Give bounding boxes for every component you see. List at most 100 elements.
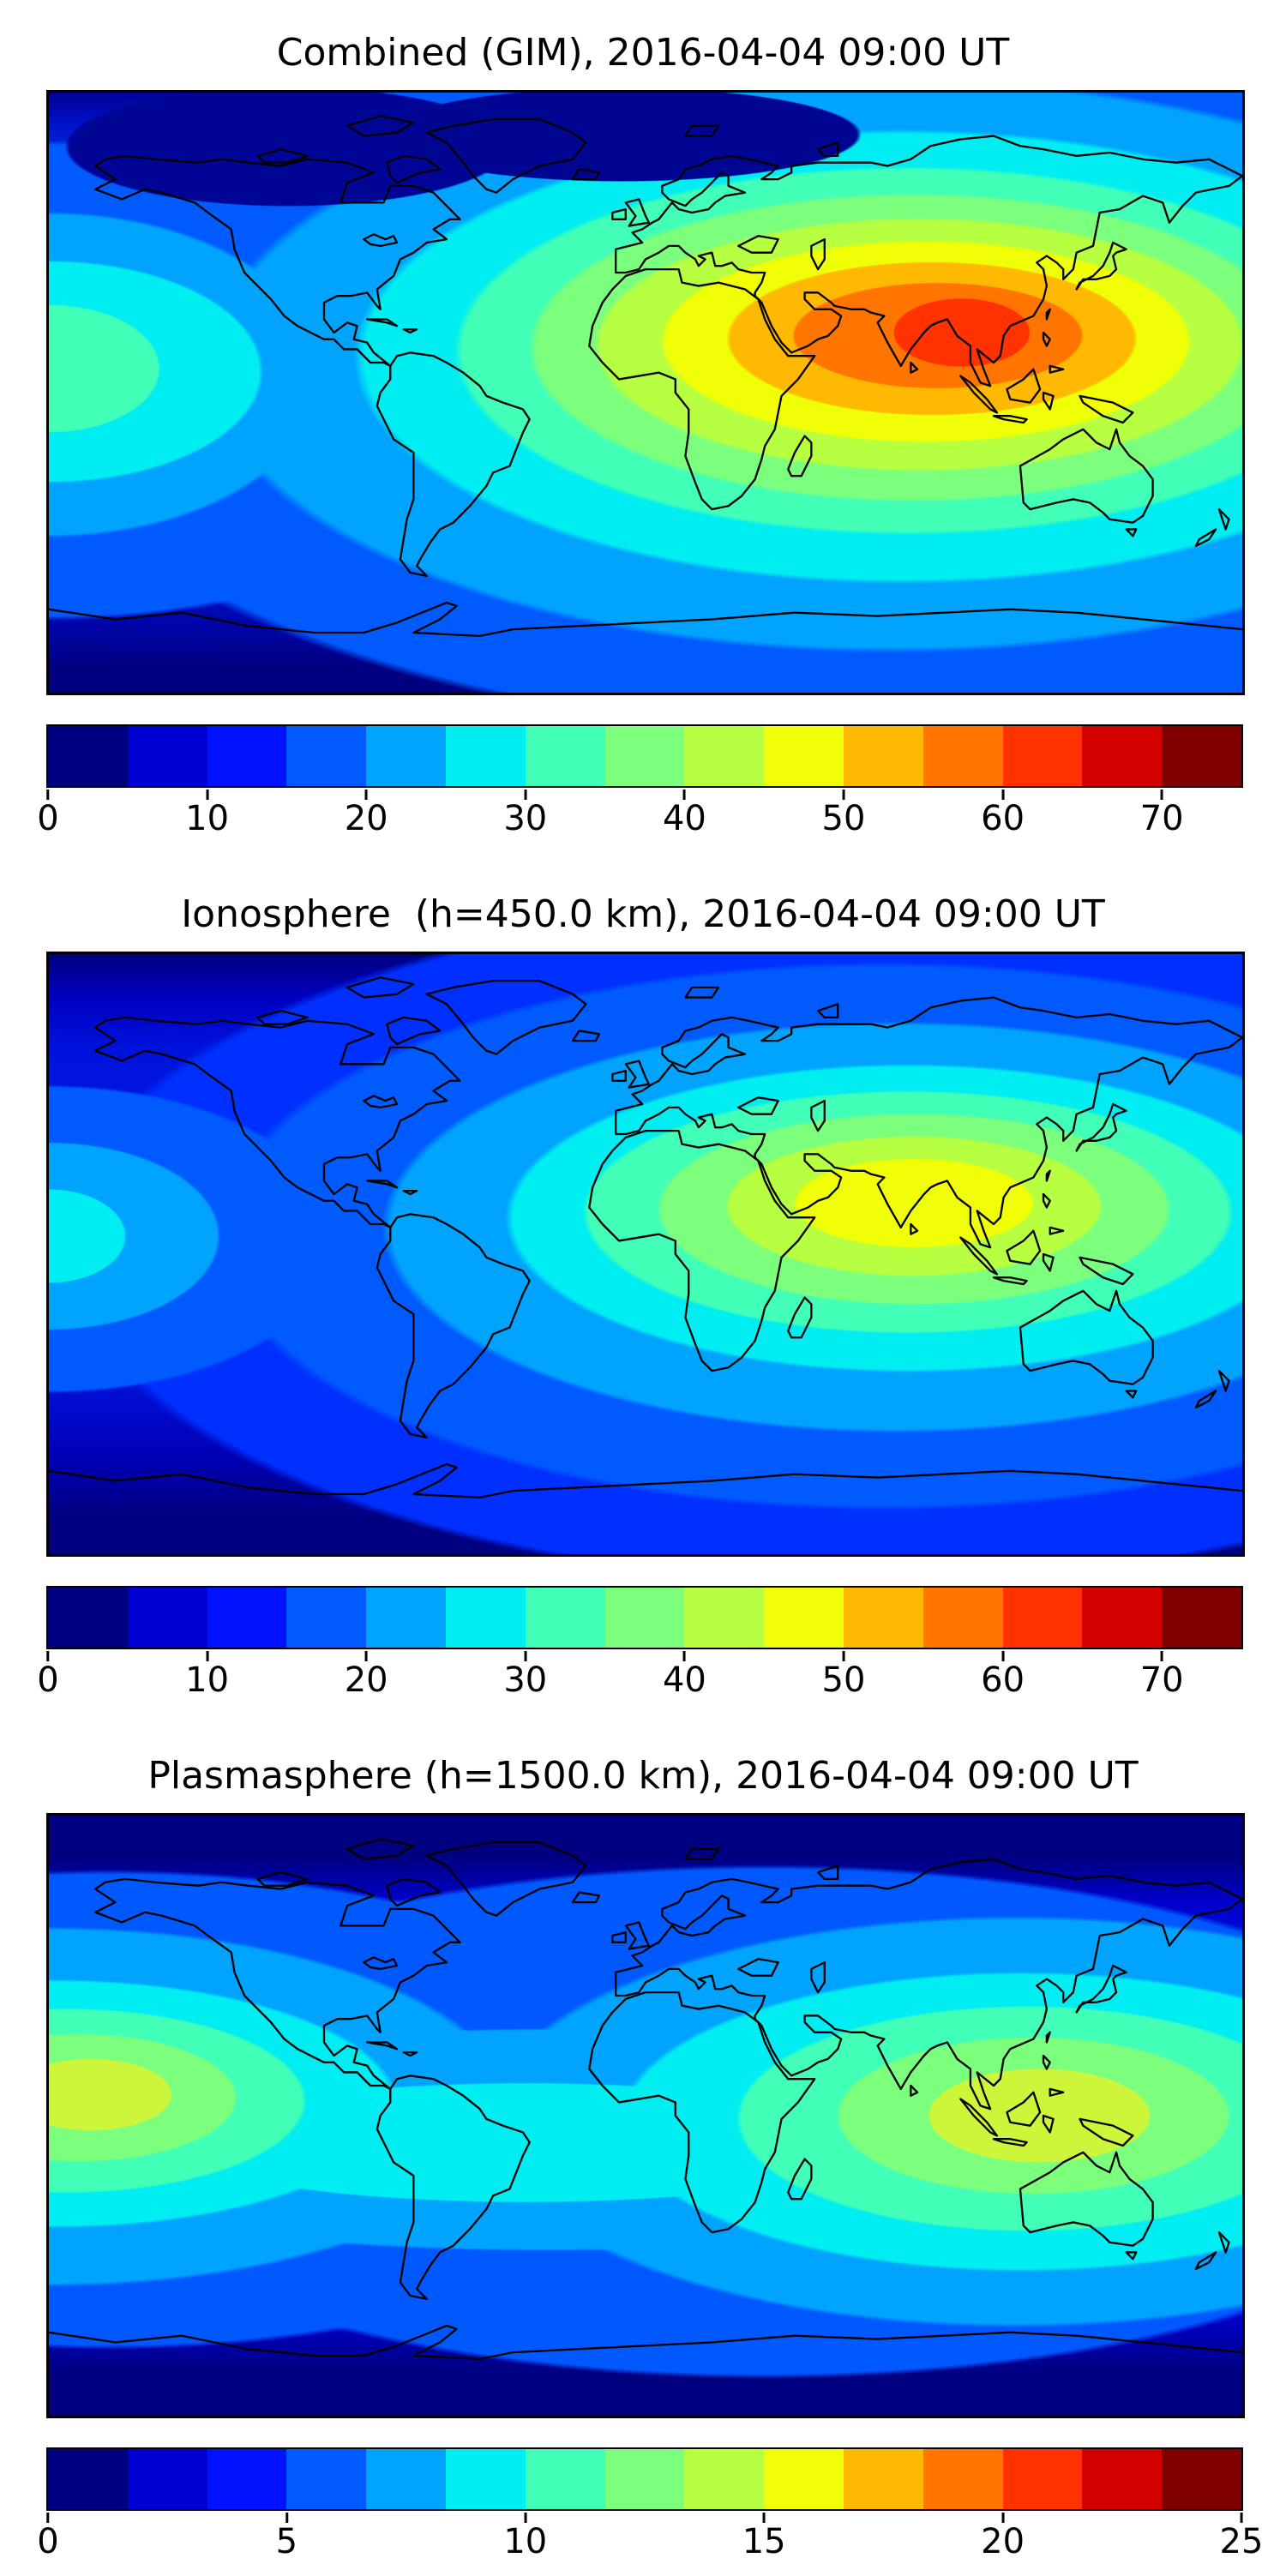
- colorbar-tick: 60: [981, 790, 1025, 836]
- panel-title-plasmasphere: Plasmasphere (h=1500.0 km), 2016-04-04 0…: [147, 1754, 1139, 1798]
- colorbar-tick: 50: [822, 790, 865, 836]
- colorbar-tick: 20: [981, 2513, 1025, 2559]
- colorbar-tick-label: 20: [981, 2522, 1025, 2561]
- colorbar-tick-mark: [524, 790, 527, 800]
- colorbar-segment: [525, 1588, 605, 1648]
- colorbar-tick: 0: [37, 1651, 59, 1700]
- colorbar-tick-mark: [46, 2513, 50, 2523]
- colorbar-tick-label: 40: [662, 1660, 706, 1700]
- colorbar-tick-mark: [206, 1651, 209, 1661]
- colorbar-ticks-plasmasphere: 0 5 10 15 20 25: [37, 2513, 1263, 2567]
- colorbar-segment: [445, 1588, 526, 1648]
- colorbar-segment: [604, 2449, 685, 2509]
- colorbar-tick-label: 10: [185, 799, 230, 838]
- colorbar-tick: 15: [742, 2513, 786, 2559]
- colorbar-segment: [1082, 726, 1163, 786]
- coastlines-overlay: [49, 115, 1242, 638]
- colorbar-tick: 10: [503, 2513, 547, 2559]
- colorbar-tick: 0: [37, 790, 59, 836]
- panel-title-ionosphere: Ionosphere (h=450.0 km), 2016-04-04 09:0…: [181, 892, 1105, 936]
- colorbar-tick-label: 20: [344, 799, 388, 838]
- colorbar-segment: [445, 726, 526, 786]
- colorbar-tick: 20: [345, 1651, 388, 1697]
- coastlines-overlay: [49, 1838, 1242, 2361]
- colorbar-tick: 0: [37, 2513, 59, 2561]
- colorbar-segment: [48, 726, 128, 786]
- colorbar-tick-label: 50: [821, 1660, 866, 1700]
- colorbar-segment: [922, 2449, 1003, 2509]
- colorbar-segment: [525, 726, 605, 786]
- colorbar-tick: 30: [503, 1651, 547, 1697]
- colorbar-tick-label: 0: [37, 2522, 59, 2561]
- colorbar-tick-mark: [1160, 1651, 1163, 1661]
- colorbar-tick-mark: [762, 2513, 766, 2523]
- colorbar-segment: [1082, 2449, 1163, 2509]
- colorbar-tick-label: 20: [344, 1660, 388, 1700]
- colorbar-tick-mark: [682, 1651, 686, 1661]
- colorbar-plasmasphere: [46, 2447, 1243, 2511]
- colorbar-tick-mark: [1240, 2513, 1243, 2523]
- colorbar-segment: [1002, 726, 1083, 786]
- colorbar-tick-mark: [1001, 2513, 1005, 2523]
- colorbar-segment: [207, 1588, 287, 1648]
- colorbar-segment: [604, 726, 685, 786]
- map-ionosphere: [46, 952, 1245, 1557]
- colorbar-tick-mark: [364, 790, 368, 800]
- colorbar-tick: 30: [503, 790, 547, 836]
- colorbar-segment: [843, 726, 923, 786]
- panel-combined: Combined (GIM), 2016-04-04 09:00 UT 0 10 2…: [0, 0, 1286, 853]
- colorbar-segment: [604, 1588, 685, 1648]
- colorbar-tick-mark: [285, 2513, 288, 2523]
- colorbar-segment: [1002, 1588, 1083, 1648]
- colorbar-segment: [1082, 1588, 1163, 1648]
- colorbar-segment: [286, 726, 367, 786]
- colorbar-tick: 20: [345, 790, 388, 836]
- colorbar-tick-label: 60: [981, 799, 1025, 838]
- colorbar-tick-mark: [1160, 790, 1163, 800]
- colorbar-segment: [286, 2449, 367, 2509]
- colorbar-tick-mark: [682, 790, 686, 800]
- colorbar-tick-label: 10: [503, 2522, 548, 2561]
- colorbar-tick: 50: [821, 1651, 866, 1700]
- colorbar-tick-mark: [364, 1651, 368, 1661]
- colorbar-segment: [843, 2449, 923, 2509]
- colorbar-segment: [922, 726, 1003, 786]
- colorbar-segment: [366, 726, 446, 786]
- colorbar-tick-mark: [206, 790, 209, 800]
- map-plasmasphere: [46, 1813, 1245, 2418]
- colorbar-tick-mark: [842, 790, 845, 800]
- colorbar-segment: [1002, 2449, 1083, 2509]
- colorbar-segment: [127, 726, 207, 786]
- colorbar-tick-label: 0: [37, 1660, 59, 1700]
- colorbar-segment: [127, 1588, 207, 1648]
- panel-plasmasphere: Plasmasphere (h=1500.0 km), 2016-04-04 0…: [0, 1723, 1286, 2576]
- colorbar-segment: [764, 2449, 844, 2509]
- colorbar-segment: [366, 2449, 446, 2509]
- colorbar-tick-label: 10: [185, 1660, 230, 1700]
- coastlines-overlay: [49, 976, 1242, 1499]
- panel-title-combined: Combined (GIM), 2016-04-04 09:00 UT: [276, 31, 1010, 75]
- colorbar-segment: [684, 2449, 765, 2509]
- colorbar-tick: 10: [185, 1651, 229, 1697]
- colorbar-tick-label: 30: [503, 1660, 548, 1700]
- colorbar-tick-mark: [1001, 1651, 1005, 1661]
- colorbar-tick: 40: [663, 790, 706, 836]
- colorbar-segment: [525, 2449, 605, 2509]
- colorbar-tick: 25: [1219, 2513, 1264, 2561]
- colorbar-tick: 70: [1140, 1651, 1184, 1697]
- colorbar-tick-mark: [842, 1651, 845, 1661]
- colorbar-ionosphere: [46, 1586, 1243, 1649]
- colorbar-tick-label: 15: [742, 2522, 786, 2561]
- panel-ionosphere: Ionosphere (h=450.0 km), 2016-04-04 09:0…: [0, 862, 1286, 1714]
- map-combined: [46, 90, 1245, 695]
- colorbar-segment: [366, 1588, 446, 1648]
- colorbar-tick-label: 70: [1139, 799, 1184, 838]
- colorbar-segment: [207, 726, 287, 786]
- colorbar-tick-label: 30: [503, 799, 548, 838]
- colorbar-tick-label: 60: [981, 1660, 1025, 1700]
- colorbar-tick-label: 25: [1219, 2522, 1264, 2561]
- colorbar-combined: [46, 724, 1243, 788]
- colorbar-segment: [445, 2449, 526, 2509]
- colorbar-segment: [127, 2449, 207, 2509]
- colorbar-segment: [843, 1588, 923, 1648]
